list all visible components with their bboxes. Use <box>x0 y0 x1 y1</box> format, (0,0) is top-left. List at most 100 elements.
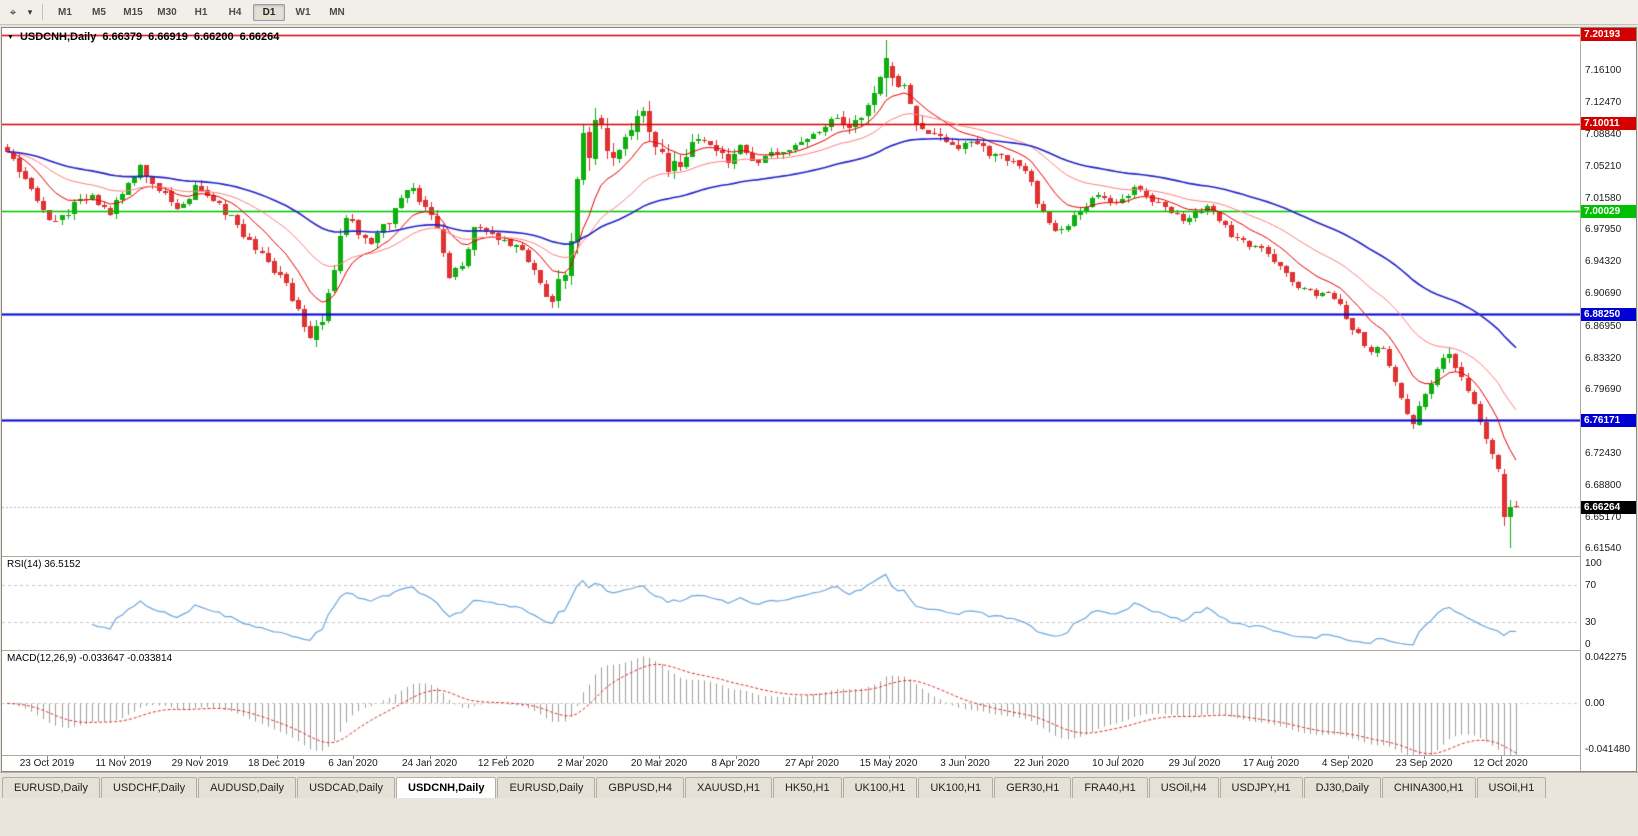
tab-usdcad-daily[interactable]: USDCAD,Daily <box>297 777 396 798</box>
price-axis[interactable]: 7.16100 7.12470 7.08840 7.05210 7.01580 6.979… <box>1581 28 1636 771</box>
date-axis-label: 22 Jun 2020 <box>1013 758 1070 769</box>
price-axis-label: 7.08840 <box>1585 129 1622 141</box>
date-axis-label: 6 Jan 2020 <box>328 758 378 769</box>
pane-separator[interactable] <box>2 556 1636 557</box>
tab-fra40-h1[interactable]: FRA40,H1 <box>1072 777 1148 798</box>
tab-dj30-daily[interactable]: DJ30,Daily <box>1303 777 1381 798</box>
tab-hk50-h1[interactable]: HK50,H1 <box>772 777 842 798</box>
price-line-tag: 6.76171 <box>1581 413 1636 427</box>
macd-indicator-canvas[interactable] <box>2 651 1580 755</box>
macd-axis-label: -0.041480 <box>1585 744 1631 755</box>
rsi-axis-label: 30 <box>1585 617 1597 629</box>
rsi-indicator-canvas[interactable] <box>2 557 1580 650</box>
price-axis-label: 6.72430 <box>1585 448 1622 460</box>
ohlc-high: 6.66919 <box>148 31 188 43</box>
price-axis-label: 6.68800 <box>1585 479 1622 491</box>
main-chart-canvas[interactable] <box>2 28 1580 556</box>
date-axis-label: 23 Oct 2019 <box>19 758 75 769</box>
date-axis-label: 10 Jul 2020 <box>1092 758 1144 769</box>
timeframe-button-M15[interactable]: M15 <box>123 6 143 18</box>
date-axis-label: 4 Sep 2020 <box>1321 758 1374 769</box>
timeframe-button-MN[interactable]: MN <box>329 6 345 18</box>
time-axis[interactable]: 23 Oct 2019 11 Nov 2019 29 Nov 2019 18 Dec … <box>2 756 1580 771</box>
date-tick <box>506 756 507 759</box>
date-axis-label: 29 Jul 2020 <box>1168 758 1221 769</box>
date-tick <box>1271 756 1272 759</box>
timeframe-button-M1[interactable]: M1 <box>58 6 72 18</box>
rsi-axis-label: 0 <box>1585 639 1591 650</box>
tab-ger30-h1[interactable]: GER30,H1 <box>994 777 1072 798</box>
tab-usdjpy-h1[interactable]: USDJPY,H1 <box>1219 777 1303 798</box>
tab-usoil-h4[interactable]: USOil,H4 <box>1148 777 1219 798</box>
status-strip <box>0 798 1638 836</box>
price-axis-label: 6.86950 <box>1585 320 1622 332</box>
macd-label: MACD(12,26,9) -0.033647 -0.033814 <box>7 653 173 664</box>
chart-cursor-button[interactable]: ⌖ <box>3 3 23 21</box>
price-axis-label: 6.83320 <box>1585 352 1622 364</box>
date-tick <box>965 756 966 759</box>
date-axis-label: 27 Apr 2020 <box>785 758 839 769</box>
price-axis-label: 7.12470 <box>1585 97 1622 109</box>
date-axis-label: 29 Nov 2019 <box>171 758 229 769</box>
tab-eurusd-daily[interactable]: EURUSD,Daily <box>2 777 100 798</box>
date-axis-label: 24 Jan 2020 <box>401 758 458 769</box>
toolbar-dropdown-button[interactable]: ▾ <box>24 3 36 21</box>
rsi-axis-label: 100 <box>1585 558 1602 569</box>
expand-triangle-icon: ▼ <box>7 34 14 41</box>
price-axis-label: 6.61540 <box>1585 543 1622 555</box>
tab-usoil-h1[interactable]: USOil,H1 <box>1476 777 1547 798</box>
timeframe-button-M30[interactable]: M30 <box>157 6 177 18</box>
toolbar-separator <box>42 4 43 20</box>
tab-usdcnh-daily[interactable]: USDCNH,Daily <box>396 777 497 798</box>
price-axis-label: 6.94320 <box>1585 256 1622 268</box>
current-price-tag: 6.66264 <box>1581 500 1636 514</box>
chart-title: ▼ USDCNH,Daily 6.66379 6.66919 6.66200 6… <box>7 31 279 43</box>
price-line-tag: 7.10011 <box>1581 117 1636 131</box>
chart-tab-bar: EURUSD,Daily USDCHF,Daily AUDUSD,Daily USDC… <box>0 772 1638 798</box>
tab-eurusd-daily[interactable]: EURUSD,Daily <box>497 777 596 798</box>
date-axis-label: 11 Nov 2019 <box>95 758 152 769</box>
timeframe-button-H4[interactable]: H4 <box>228 6 242 18</box>
chart-symbol-label: USDCNH,Daily <box>19 31 97 43</box>
rsi-label: RSI(14) 36.5152 <box>7 559 81 570</box>
date-tick <box>659 756 660 759</box>
tab-uk100-h1[interactable]: UK100,H1 <box>842 777 918 798</box>
date-axis-label: 18 Dec 2019 <box>248 758 305 769</box>
timeframe-button-D1[interactable]: D1 <box>253 3 285 21</box>
tab-xauusd-h1[interactable]: XAUUSD,H1 <box>684 777 772 798</box>
timeframe-button-H1[interactable]: H1 <box>194 6 208 18</box>
price-axis-label: 6.90690 <box>1585 288 1622 300</box>
date-tick <box>1347 756 1349 759</box>
ohlc-low: 6.66200 <box>193 31 234 43</box>
date-axis-label: 15 May 2020 <box>859 758 918 769</box>
crosshair-icon: ⌖ <box>9 4 17 19</box>
tab-gbpusd-h4[interactable]: GBPUSD,H4 <box>596 777 684 798</box>
date-tick <box>1500 756 1502 759</box>
date-tick <box>47 756 48 759</box>
price-line-tag: 7.20193 <box>1581 28 1636 42</box>
date-axis-label: 12 Oct 2020 <box>1473 758 1528 769</box>
tab-usdchf-daily[interactable]: USDCHF,Daily <box>100 777 198 798</box>
price-axis-label: 7.01580 <box>1585 192 1622 204</box>
date-tick <box>1424 756 1425 759</box>
date-tick <box>735 756 737 759</box>
timeframe-button-M5[interactable]: M5 <box>92 6 106 18</box>
ohlc-open: 6.66379 <box>102 31 143 43</box>
price-axis-divider <box>1580 28 1581 771</box>
date-tick <box>353 756 354 759</box>
date-tick <box>1041 756 1043 759</box>
chart-window: ▼ USDCNH,Daily 6.66379 6.66919 6.66200 6… <box>1 27 1637 772</box>
timeframe-toolbar: ⌖ ▾ M1 M5 M15 M30 H1 H4 D1 W1 MN <box>0 0 1638 25</box>
date-tick <box>812 756 813 759</box>
tab-audusd-daily[interactable]: AUDUSD,Daily <box>198 777 297 798</box>
date-axis-label: 3 Jun 2020 <box>940 758 990 769</box>
macd-axis-label: 0.042275 <box>1585 652 1627 663</box>
price-axis-label: 6.65170 <box>1585 511 1622 523</box>
date-axis-label: 12 Feb 2020 <box>477 758 535 769</box>
timeframe-button-W1[interactable]: W1 <box>295 6 311 18</box>
macd-axis-label: 0.00 <box>1585 698 1605 710</box>
tab-uk100-h1[interactable]: UK100,H1 <box>918 777 994 798</box>
tab-china300-h1[interactable]: CHINA300,H1 <box>1381 777 1476 798</box>
pane-separator[interactable] <box>2 650 1636 651</box>
